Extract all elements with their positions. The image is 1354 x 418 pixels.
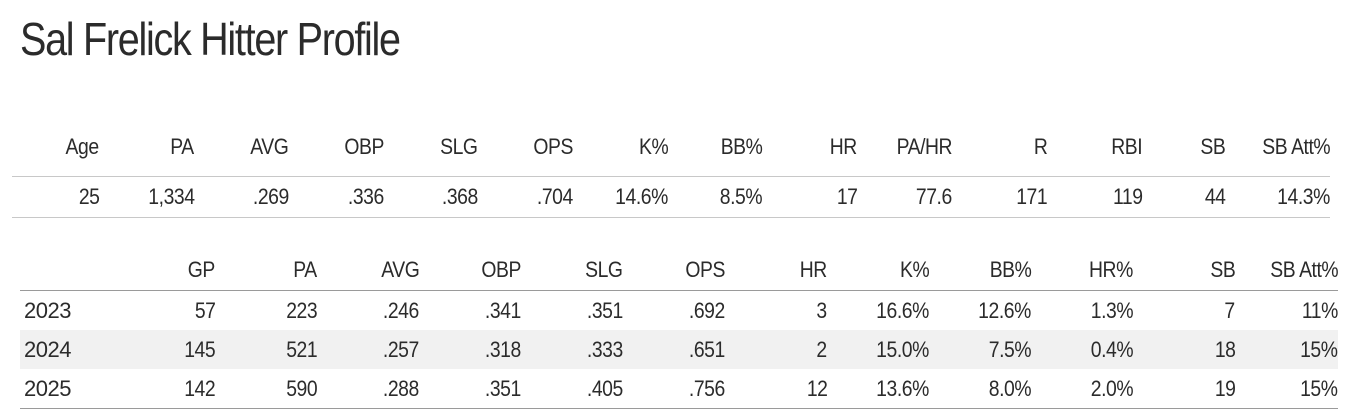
summary-cell: .368 xyxy=(383,176,478,218)
season-cell: .405 xyxy=(521,369,623,409)
season-cell: .318 xyxy=(419,330,521,369)
summary-header-row: Age PA AVG OBP SLG OPS K% BB% HR PA/HR R… xyxy=(12,118,1330,177)
summary-cell: .704 xyxy=(477,176,573,218)
summary-cell: 1,334 xyxy=(99,176,195,218)
season-cell: .246 xyxy=(383,297,419,323)
season-row: 2023 57 223 .246 .341 .351 .692 3 16.6% … xyxy=(20,291,1338,331)
season-header: OBP xyxy=(419,250,521,291)
season-header: BB% xyxy=(929,250,1031,291)
summary-cell: .269 xyxy=(194,176,289,218)
summary-cell: 8.5% xyxy=(667,176,762,218)
season-cell: 1.3% xyxy=(1090,297,1134,323)
season-cell: 12 xyxy=(725,369,827,409)
summary-header: Age xyxy=(65,134,100,159)
season-header: HR% xyxy=(1031,250,1133,291)
summary-header: PA xyxy=(170,134,195,159)
season-cell: .756 xyxy=(623,369,725,409)
season-header-row: GP PA AVG OBP SLG OPS HR K% BB% HR% SB S… xyxy=(20,250,1338,291)
summary-header: HR xyxy=(830,134,858,159)
season-row: 2025 142 590 .288 .351 .405 .756 12 13.6… xyxy=(20,369,1338,409)
season-header: GP xyxy=(110,250,215,291)
season-cell: 12.6% xyxy=(978,297,1031,323)
season-cell: 2 xyxy=(725,330,827,369)
season-header: K% xyxy=(827,250,929,291)
season-cell: 13.6% xyxy=(827,369,929,409)
season-cell: 590 xyxy=(215,369,317,409)
summary-header: PA/HR xyxy=(896,134,953,159)
season-year: 2024 xyxy=(20,330,110,369)
season-row: 2024 145 521 .257 .318 .333 .651 2 15.0%… xyxy=(20,330,1338,369)
summary-header: R xyxy=(1033,134,1048,159)
summary-cell: 17 xyxy=(762,176,858,218)
summary-header: K% xyxy=(638,134,669,159)
season-cell: .651 xyxy=(623,330,725,369)
season-cell: 223 xyxy=(286,297,317,323)
season-cell: 57 xyxy=(194,297,215,323)
season-cell: .341 xyxy=(485,297,521,323)
summary-header: OPS xyxy=(533,134,573,159)
season-cell: .351 xyxy=(419,369,521,409)
season-cell: 15% xyxy=(1235,330,1338,369)
season-year: 2023 xyxy=(24,297,71,323)
season-cell: 11% xyxy=(1302,297,1338,323)
summary-cell: .336 xyxy=(288,176,384,218)
season-stats-table: GP PA AVG OBP SLG OPS HR K% BB% HR% SB S… xyxy=(20,250,1338,409)
season-cell: 2.0% xyxy=(1031,369,1133,409)
season-header xyxy=(20,250,110,291)
season-cell: .351 xyxy=(587,297,623,323)
season-cell: .257 xyxy=(317,330,419,369)
summary-header: RBI xyxy=(1111,134,1143,159)
season-cell: 3 xyxy=(816,297,828,323)
summary-header: SLG xyxy=(440,134,478,159)
summary-header: SB xyxy=(1200,134,1226,159)
season-header: SLG xyxy=(521,250,623,291)
summary-header: SB Att% xyxy=(1262,134,1330,159)
season-cell: .333 xyxy=(521,330,623,369)
season-cell: 15% xyxy=(1235,369,1338,409)
season-header: AVG xyxy=(317,250,419,291)
season-header: OPS xyxy=(623,250,725,291)
season-cell: 8.0% xyxy=(929,369,1031,409)
season-cell: 7.5% xyxy=(929,330,1031,369)
summary-values-row: 25 1,334 .269 .336 .368 .704 14.6% 8.5% … xyxy=(12,176,1330,218)
season-year: 2025 xyxy=(20,369,110,409)
season-header: PA xyxy=(215,250,317,291)
career-summary-table: Age PA AVG OBP SLG OPS K% BB% HR PA/HR R… xyxy=(12,118,1330,218)
season-cell: 0.4% xyxy=(1031,330,1133,369)
summary-header: OBP xyxy=(343,134,384,159)
season-header: SB Att% xyxy=(1235,250,1338,291)
season-cell: 16.6% xyxy=(876,297,929,323)
page-title: Sal Frelick Hitter Profile xyxy=(20,13,401,65)
season-header: HR xyxy=(725,250,827,291)
season-cell: 19 xyxy=(1133,369,1235,409)
season-header: SB xyxy=(1133,250,1235,291)
summary-header: BB% xyxy=(720,134,763,159)
summary-cell: 14.6% xyxy=(572,176,668,218)
summary-cell: 14.3% xyxy=(1225,176,1330,218)
season-cell: 7 xyxy=(1224,297,1236,323)
season-cell: 521 xyxy=(215,330,317,369)
season-cell: 145 xyxy=(110,330,215,369)
summary-cell: 25 xyxy=(12,176,99,218)
summary-header: AVG xyxy=(250,134,289,159)
season-cell: 15.0% xyxy=(827,330,929,369)
summary-cell: 77.6 xyxy=(857,176,953,218)
summary-cell: 44 xyxy=(1142,176,1226,218)
summary-cell: 171 xyxy=(952,176,1048,218)
summary-cell: 119 xyxy=(1047,176,1143,218)
season-cell: .692 xyxy=(689,297,725,323)
season-cell: 18 xyxy=(1133,330,1235,369)
season-cell: .288 xyxy=(317,369,419,409)
season-cell: 142 xyxy=(110,369,215,409)
